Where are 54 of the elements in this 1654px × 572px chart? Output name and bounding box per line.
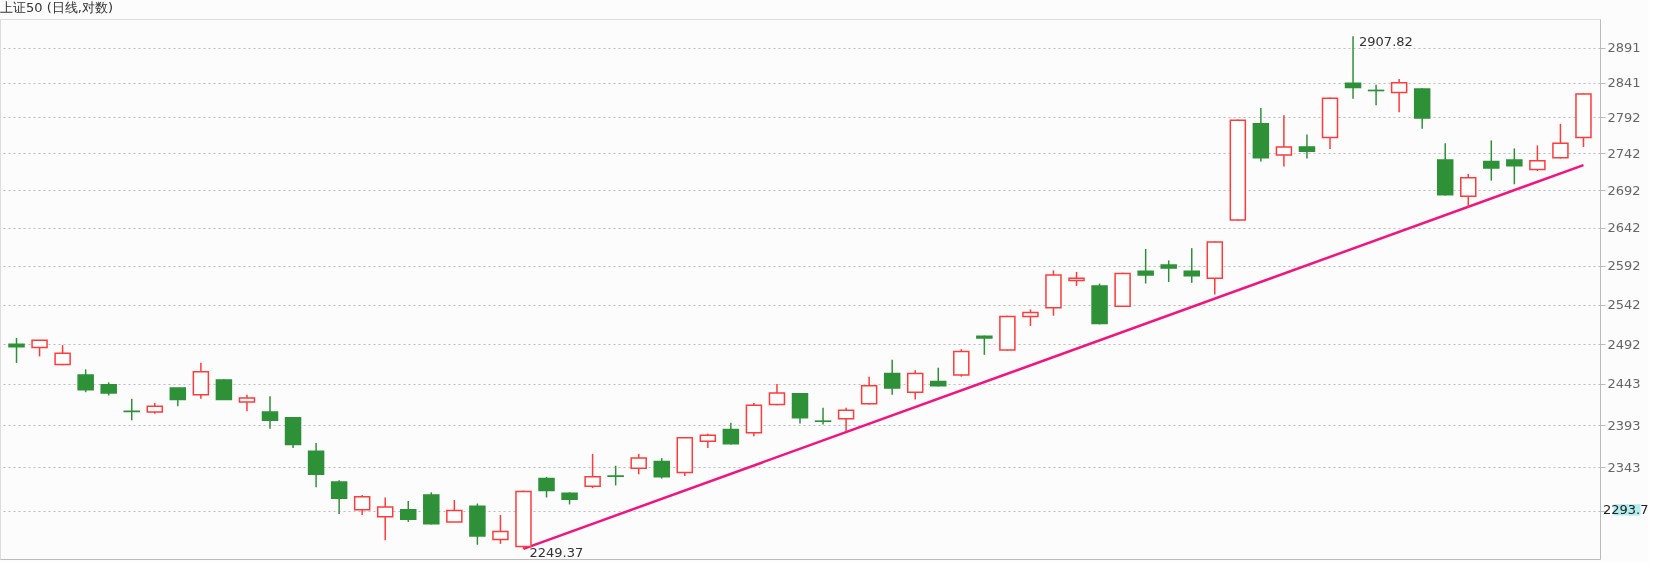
candlestick (953, 348, 970, 378)
annotation: 2907.82 (1359, 34, 1413, 50)
candlestick (906, 369, 924, 401)
candlestick (492, 514, 509, 545)
y-tick-label: 2642 (1607, 220, 1641, 236)
y-tick-label: 2393 (1607, 417, 1641, 433)
candlestick (1529, 144, 1546, 172)
candlestick (1506, 147, 1523, 186)
candlestick (77, 368, 94, 393)
chart-title: 上证50 (日线,对数) (0, 0, 113, 15)
y-tick-label: 2742 (1607, 145, 1641, 161)
candlestick (653, 457, 670, 480)
y-tick-label: 2891 (1607, 40, 1641, 56)
candlestick (837, 407, 855, 432)
y-tick-label: 2343 (1607, 459, 1641, 475)
candlestick (376, 496, 394, 542)
candlestick (400, 500, 417, 523)
y-tick-label: 2542 (1607, 297, 1641, 313)
candlestick (722, 422, 740, 446)
candlestick (123, 398, 140, 422)
candlestick (307, 442, 325, 488)
y-tick-label: 2443 (1607, 376, 1641, 392)
candlestick (215, 378, 233, 401)
candlestick (1137, 248, 1154, 285)
candlestick (446, 499, 463, 523)
candlestick (607, 465, 624, 487)
candlestick (1298, 133, 1316, 160)
candlestick (883, 358, 901, 396)
candlestick (169, 387, 187, 407)
y-tick-label: 2592 (1607, 258, 1641, 274)
candlestick (1160, 259, 1177, 283)
text: 2293.7 (1603, 501, 1649, 517)
candlestick (538, 476, 555, 499)
annotation: 2249.37 (529, 544, 584, 560)
candlestick (261, 395, 279, 430)
candlestick (1275, 114, 1293, 168)
candlestick (1183, 247, 1200, 284)
y-tick-label: 2841 (1607, 75, 1641, 91)
candlestick (630, 453, 647, 476)
candlestick (8, 337, 25, 364)
candlestick (1552, 123, 1569, 160)
candlestick (584, 453, 601, 489)
y-tick-label: 2492 (1607, 336, 1641, 352)
candlestick (1460, 173, 1477, 209)
candlestick (1390, 78, 1408, 114)
candlestick (353, 494, 371, 516)
y-tick-label: 2692 (1607, 182, 1641, 198)
candlestick (791, 392, 809, 425)
y-tick-label: 2792 (1607, 109, 1641, 125)
candlestick (192, 362, 210, 400)
candlestick (1483, 139, 1500, 182)
candlestick (860, 375, 878, 406)
candlestick (814, 407, 832, 426)
candlestick (330, 479, 348, 515)
